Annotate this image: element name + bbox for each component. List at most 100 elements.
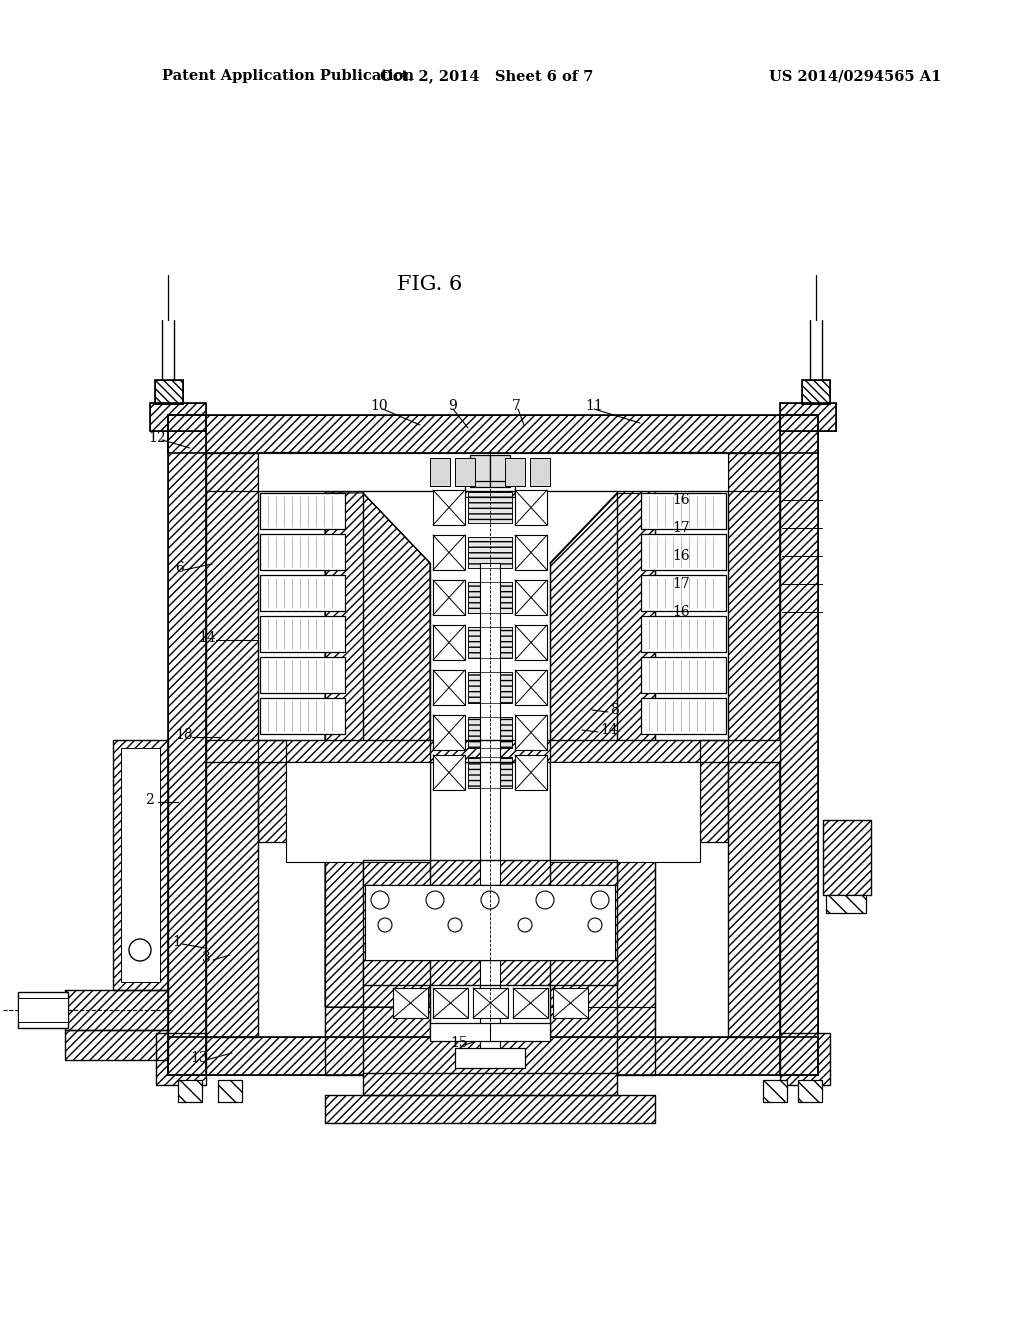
Bar: [325, 1096, 655, 1123]
Bar: [700, 741, 728, 842]
Bar: [325, 1007, 430, 1038]
Bar: [700, 741, 728, 842]
Bar: [168, 1038, 818, 1074]
Bar: [262, 618, 343, 649]
Bar: [465, 480, 515, 498]
Bar: [362, 1073, 617, 1096]
Bar: [780, 1034, 830, 1085]
Bar: [468, 537, 512, 568]
Circle shape: [378, 917, 392, 932]
Bar: [433, 715, 465, 750]
Bar: [643, 700, 724, 733]
Bar: [468, 717, 512, 748]
Bar: [823, 820, 871, 895]
Bar: [178, 1080, 202, 1102]
Bar: [168, 414, 818, 453]
Bar: [260, 616, 345, 652]
Bar: [530, 458, 550, 486]
Circle shape: [591, 891, 609, 909]
Bar: [641, 576, 726, 611]
Bar: [362, 1073, 617, 1096]
Bar: [113, 741, 168, 990]
Bar: [65, 990, 168, 1030]
Bar: [468, 756, 512, 788]
Polygon shape: [325, 492, 430, 1007]
Bar: [206, 453, 258, 1038]
Bar: [433, 535, 465, 570]
Bar: [468, 717, 512, 748]
Bar: [826, 895, 866, 913]
Bar: [286, 762, 430, 862]
Bar: [262, 577, 343, 609]
Text: 16: 16: [672, 549, 689, 564]
Bar: [430, 1023, 550, 1041]
Bar: [156, 1034, 206, 1085]
Bar: [643, 577, 724, 609]
Bar: [415, 453, 565, 478]
Bar: [490, 455, 510, 487]
Text: 3: 3: [202, 950, 211, 965]
Text: 14: 14: [198, 631, 216, 645]
Bar: [780, 403, 836, 432]
Bar: [798, 1080, 822, 1102]
Bar: [121, 748, 160, 982]
Bar: [362, 861, 617, 884]
Bar: [802, 380, 830, 404]
Bar: [780, 414, 818, 1074]
Text: 1: 1: [172, 935, 181, 949]
Text: 18: 18: [175, 729, 193, 742]
Bar: [262, 536, 343, 568]
Bar: [365, 884, 615, 960]
Bar: [262, 700, 343, 733]
Bar: [325, 1096, 655, 1123]
Bar: [455, 1048, 525, 1068]
Bar: [362, 861, 617, 884]
Bar: [617, 453, 655, 1074]
Bar: [641, 535, 726, 570]
Bar: [262, 659, 343, 690]
Text: 15: 15: [450, 1036, 468, 1049]
Text: 11: 11: [585, 399, 603, 413]
Bar: [260, 576, 345, 611]
Bar: [470, 455, 490, 487]
Bar: [823, 820, 871, 895]
Bar: [780, 403, 836, 432]
Text: 8: 8: [610, 704, 618, 717]
Bar: [325, 453, 362, 1074]
Bar: [362, 960, 617, 985]
Bar: [156, 1034, 206, 1085]
Bar: [728, 453, 780, 1038]
Bar: [262, 454, 343, 486]
Bar: [168, 1038, 818, 1074]
Bar: [260, 698, 345, 734]
Bar: [515, 579, 547, 615]
Bar: [258, 741, 286, 842]
Text: 17: 17: [672, 577, 690, 591]
Bar: [65, 1030, 168, 1060]
Bar: [515, 715, 547, 750]
Bar: [433, 579, 465, 615]
Bar: [617, 453, 655, 1074]
Bar: [515, 624, 547, 660]
Bar: [433, 490, 465, 525]
Bar: [178, 1080, 202, 1102]
Bar: [641, 657, 726, 693]
Bar: [550, 762, 700, 862]
Bar: [433, 624, 465, 660]
Circle shape: [536, 891, 554, 909]
Text: 2: 2: [145, 793, 154, 807]
Bar: [168, 414, 206, 1074]
Bar: [325, 453, 362, 1074]
Bar: [218, 1080, 242, 1102]
Bar: [643, 659, 724, 690]
Bar: [468, 627, 512, 657]
Bar: [473, 987, 508, 1018]
Polygon shape: [550, 492, 655, 1007]
Bar: [515, 490, 547, 525]
Bar: [65, 990, 168, 1030]
Bar: [553, 987, 588, 1018]
Bar: [258, 453, 728, 1038]
Bar: [468, 627, 512, 657]
Bar: [480, 564, 500, 1067]
Bar: [802, 380, 830, 404]
